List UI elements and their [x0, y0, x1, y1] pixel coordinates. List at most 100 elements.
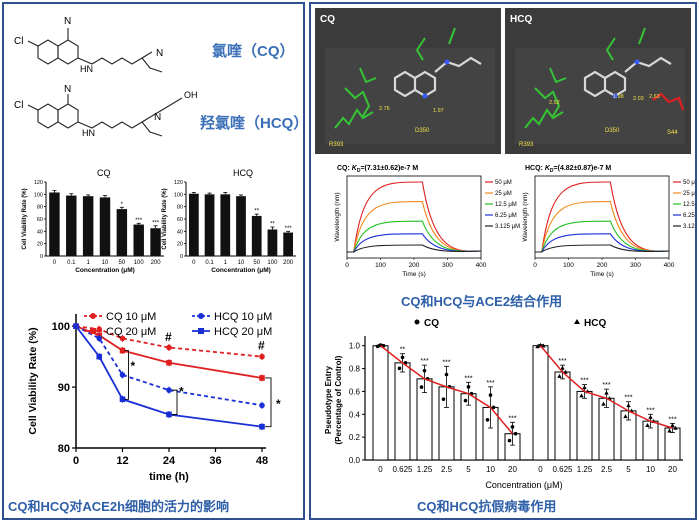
- significance-mark: ***: [624, 395, 632, 402]
- y-tick-label: 80: [37, 205, 43, 211]
- y-tick-label: 0.0: [349, 456, 361, 465]
- y-tick-label: 120: [174, 180, 183, 186]
- y-tick-label: 100: [174, 192, 183, 198]
- atom-nh: HN: [80, 64, 93, 74]
- spr-kd-label: CQ: KD=(7.31±0.62)e-7 M: [337, 165, 418, 174]
- data-point: [166, 387, 172, 393]
- x-tick-label: 300: [630, 262, 641, 269]
- bar-chart-title: HCQ: [233, 168, 253, 178]
- replicate-point: [397, 366, 402, 371]
- pseudotype-caption: CQ和HCQ抗假病毒作用: [417, 499, 557, 514]
- legend-label: HCQ 10 μM: [214, 311, 272, 323]
- significance-bracket: [265, 377, 272, 428]
- y-tick-label: 90: [58, 382, 70, 394]
- y-axis-label: Cell Viability Rate (%): [27, 327, 39, 434]
- docking-title: CQ: [320, 14, 335, 25]
- replicate-point: [466, 385, 471, 389]
- residue-label: R393: [329, 142, 344, 148]
- significance-mark: ***: [420, 358, 428, 365]
- pseudotype-group-hcq: 0 *** 0.625 *** 1.25 *** 2.5 *** 5 *** 10 *** 20 HCQ: [532, 318, 681, 474]
- bar: [267, 229, 278, 256]
- group-label: HCQ: [584, 318, 606, 329]
- protein-surface: [325, 48, 495, 144]
- atom-oh: OH: [184, 90, 198, 100]
- x-tick-label: 200: [283, 260, 294, 266]
- structure-hcq: Cl N HN N OH: [14, 84, 198, 138]
- y-tick-label: 0: [40, 254, 43, 260]
- x-tick-label: 200: [151, 260, 162, 266]
- group-label: CQ: [424, 318, 439, 329]
- atom-n-ring: N: [64, 84, 71, 95]
- bar: [283, 232, 294, 256]
- x-axis-label: Concentration (μM): [75, 267, 135, 274]
- x-axis-label: Time (s): [402, 271, 426, 278]
- spr-chart-0: CQ: KD=(7.31±0.62)e-7 M 0 100 200 300 400 Time…: [334, 165, 520, 278]
- ligand-sticks: [393, 56, 482, 98]
- docking-hcq: HCQ R393 D350 S44 2.52 1.98 2.03 2.63: [505, 8, 691, 154]
- plot-frame: [346, 175, 482, 259]
- nitrogen-atom: [634, 59, 640, 65]
- residue-sticks: [524, 27, 646, 129]
- residue-sticks: [334, 27, 456, 129]
- y-axis-label: Cell Viability Rate (%): [162, 188, 168, 249]
- spr-kd-label: HCQ: KD=(4.82±0.87)e-7 M: [525, 165, 611, 174]
- nitrogen-atom: [444, 59, 450, 65]
- x-tick-label: 48: [256, 455, 268, 467]
- significance-mark: ***: [580, 378, 588, 385]
- significance-mark: ***: [152, 220, 160, 226]
- x-tick-label: 200: [409, 262, 420, 269]
- significance-mark: **: [400, 347, 406, 354]
- y-tick-label: 0.4: [349, 410, 361, 419]
- annotation: *: [276, 397, 281, 411]
- y-axis-label: Cell Viability Rate (%): [22, 188, 28, 249]
- legend-label: 25 μM: [495, 191, 512, 197]
- x-tick-label: 10: [238, 260, 245, 266]
- replicate-point: [579, 393, 584, 398]
- x-tick-label: 300: [442, 262, 453, 269]
- pseudotype-group-cq: 0 ** 0.625 *** 1.25 *** 2.5 *** 5 *** 10 *** 20 CQ: [372, 318, 521, 474]
- bar: [116, 209, 128, 256]
- distance-label: 2.76: [379, 106, 390, 112]
- y-tick-label: 80: [58, 443, 70, 455]
- trend-line: [539, 345, 673, 429]
- x-axis-label: time (h): [149, 471, 189, 483]
- residue-label: D350: [605, 128, 620, 134]
- annotation: *: [131, 359, 136, 373]
- bar: [394, 362, 411, 461]
- spr-caption: CQ和HCQ与ACE2结合作用: [401, 294, 563, 309]
- y-axis-label-2: (Percentage of Control): [334, 355, 343, 444]
- legend-label: 12.5 μM: [495, 202, 517, 208]
- significance-mark: ***: [646, 407, 654, 414]
- annotation: *: [179, 385, 184, 399]
- replicate-point: [670, 423, 675, 428]
- replicate-point: [513, 431, 518, 436]
- spr-curve: [535, 201, 670, 253]
- docking-images: CQ R393 D350 2.76 1.97 HCQ R393 D350 S44 2.52 1.98…: [315, 8, 691, 154]
- legend-label: 50 μM: [495, 180, 512, 186]
- x-tick-label: 5: [466, 465, 471, 474]
- group-marker: [414, 319, 420, 325]
- atom-cl: Cl: [14, 100, 23, 111]
- data-point: [96, 353, 103, 360]
- x-tick-label: 100: [563, 262, 574, 269]
- data-point: [259, 375, 265, 381]
- legend-label: CQ 10 μM: [106, 311, 156, 323]
- atom-n: N: [154, 112, 161, 123]
- data-point: [166, 344, 172, 351]
- distance-label: 2.52: [549, 100, 560, 106]
- x-tick-label: 1.25: [417, 465, 433, 474]
- spr-curve: [347, 201, 482, 253]
- x-tick-label: 2.5: [441, 465, 453, 474]
- legend-marker: [198, 328, 204, 334]
- bar: [532, 345, 549, 461]
- y-tick-label: 100: [34, 192, 43, 198]
- data-point: [259, 423, 265, 430]
- y-tick-label: 60: [177, 217, 183, 223]
- replicate-point: [488, 393, 493, 397]
- replicate-point: [557, 373, 562, 378]
- bar: [133, 224, 144, 256]
- distance-label: 1.97: [433, 108, 444, 114]
- distance-label: 2.03: [633, 96, 644, 102]
- data-point: [73, 323, 79, 329]
- x-tick-label: 0: [53, 260, 57, 266]
